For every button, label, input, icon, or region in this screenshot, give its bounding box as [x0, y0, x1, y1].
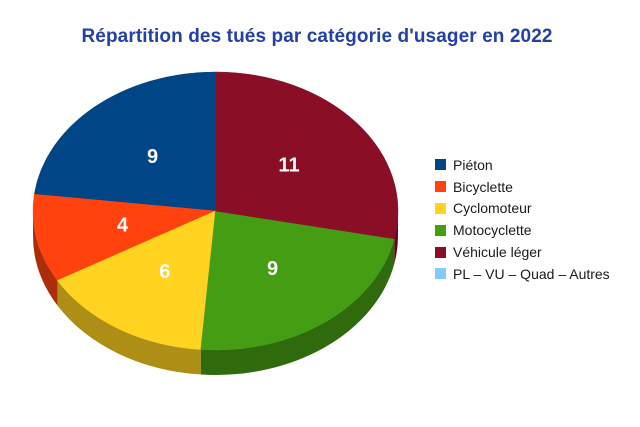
pie-slice-side-1 — [33, 211, 58, 306]
legend-item-3: Motocyclette — [435, 219, 610, 241]
pie-slice-3 — [200, 210, 395, 351]
legend-color-swatch-icon — [435, 246, 446, 258]
pie-slice-side-2 — [57, 280, 201, 375]
pie-slice-value-label-0: 9 — [147, 146, 158, 168]
legend-item-label: Piéton — [453, 156, 493, 173]
pie-slice-4 — [215, 71, 399, 240]
pie-slice-side-3 — [200, 238, 395, 376]
legend-item-5: PL – VU – Quad – Autres — [435, 263, 610, 285]
pie-slice-value-label-3: 9 — [267, 258, 278, 280]
legend-item-4: Véhicule léger — [435, 241, 610, 263]
legend-item-label: Bicyclette — [453, 178, 513, 195]
legend-item-0: Piéton — [435, 154, 610, 176]
chart-title: Répartition des tués par catégorie d'usa… — [81, 26, 553, 47]
pie-slice-2 — [57, 210, 216, 350]
pie-slice-value-label-2: 6 — [159, 261, 170, 283]
legend-color-swatch-icon — [435, 224, 446, 236]
pie-slice-side-4 — [394, 211, 398, 264]
pie-slice-0 — [34, 71, 216, 212]
legend-item-label: Véhicule léger — [453, 244, 542, 261]
legend-item-label: Cyclomoteur — [453, 200, 532, 217]
legend-item-label: Motocyclette — [453, 222, 532, 239]
legend-item-2: Cyclomoteur — [435, 198, 610, 220]
legend-item-1: Bicyclette — [435, 176, 610, 198]
pie-slice-value-label-4: 11 — [278, 154, 299, 176]
legend-color-swatch-icon — [435, 202, 446, 214]
legend: Piéton Bicyclette Cyclomoteur Motocyclette V… — [435, 154, 610, 285]
legend-color-swatch-icon — [435, 181, 446, 193]
pie-slice-value-label-1: 4 — [117, 214, 129, 236]
legend-color-swatch-icon — [435, 159, 446, 171]
pie-slice-1 — [32, 193, 217, 281]
legend-item-label: PL – VU – Quad – Autres — [453, 265, 610, 282]
legend-color-swatch-icon — [435, 268, 446, 280]
